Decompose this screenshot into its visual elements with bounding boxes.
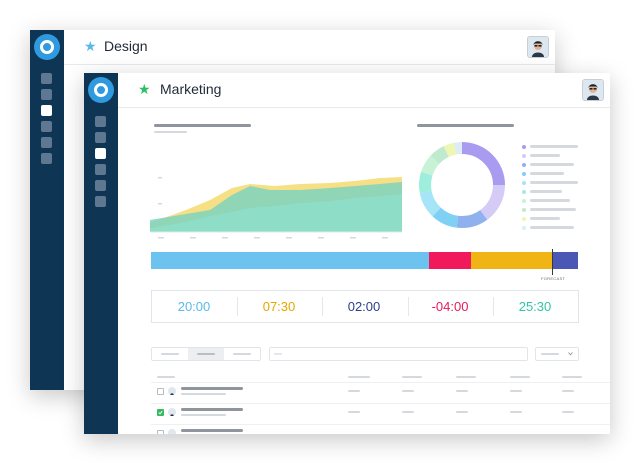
window-title: Design <box>104 38 148 54</box>
legend-dot <box>522 163 526 167</box>
legend-label <box>530 163 574 166</box>
legend-label <box>530 181 578 184</box>
star-icon[interactable]: ★ <box>84 38 97 54</box>
window-header: ★ Marketing <box>118 73 610 108</box>
donut-title-placeholder <box>417 124 514 127</box>
donut-slice <box>419 171 433 194</box>
row-divider <box>151 424 610 425</box>
timezone-value: 25:30 <box>518 299 552 314</box>
row-checkbox[interactable] <box>157 409 164 416</box>
legend-label <box>530 172 564 175</box>
sidebar-item[interactable] <box>95 180 106 191</box>
user-avatar-icon[interactable] <box>582 79 604 101</box>
legend-dot <box>522 181 526 185</box>
row-subtitle <box>181 414 226 416</box>
legend-dot <box>522 172 526 176</box>
sidebar <box>84 73 118 434</box>
legend-dot <box>522 154 526 158</box>
row-title <box>181 408 243 411</box>
chart-subtitle-placeholder <box>154 131 187 133</box>
marketing-window: ★ Marketing <box>84 73 610 434</box>
sidebar-item[interactable] <box>41 121 52 132</box>
search-input[interactable] <box>269 347 528 361</box>
chevron-down-icon <box>568 352 573 356</box>
view-toggle-group <box>151 347 261 361</box>
donut-slice <box>461 142 505 186</box>
sidebar-item[interactable] <box>95 132 106 143</box>
view-toggle-option[interactable] <box>152 348 188 360</box>
progress-segment-pink <box>428 252 472 269</box>
progress-segment-blue <box>151 252 429 269</box>
donut-slice <box>443 142 457 158</box>
window-header: ★ Design <box>64 30 555 65</box>
legend-dot <box>522 208 526 212</box>
donut-slice <box>479 184 505 220</box>
timezone-panel: 20:00 07:30 02:00 -04:00 25:30 <box>151 290 579 323</box>
sidebar-item-active[interactable] <box>41 105 52 116</box>
legend-label <box>530 154 560 157</box>
sidebar <box>30 30 64 390</box>
legend-label <box>530 226 574 229</box>
row-title <box>181 387 243 390</box>
sidebar-item[interactable] <box>95 196 106 207</box>
donut-slice <box>453 142 463 155</box>
donut-slice <box>421 155 440 176</box>
sidebar-item[interactable] <box>95 164 106 175</box>
user-avatar-icon[interactable] <box>527 36 549 58</box>
legend-label <box>530 208 576 211</box>
legend-dot <box>522 199 526 203</box>
avatar <box>168 429 176 434</box>
legend-dot <box>522 217 526 221</box>
forecast-label: FORECAST <box>541 276 566 281</box>
legend-dot <box>522 145 526 149</box>
row-checkbox[interactable] <box>157 430 164 434</box>
ring-logo-icon[interactable] <box>88 77 114 103</box>
sidebar-item[interactable] <box>41 73 52 84</box>
legend-dot <box>522 190 526 194</box>
timezone-value: 02:00 <box>347 299 381 314</box>
donut-chart <box>419 142 505 228</box>
stacked-progress-bar <box>151 252 578 269</box>
view-toggle-option[interactable] <box>224 348 260 360</box>
legend-label <box>530 190 562 193</box>
row-checkbox[interactable] <box>157 388 164 395</box>
sidebar-item[interactable] <box>41 137 52 148</box>
donut-slice <box>456 209 488 228</box>
area-series-mint <box>150 194 402 232</box>
filter-dropdown[interactable] <box>535 347 579 361</box>
legend-dot <box>522 226 526 230</box>
row-subtitle <box>181 393 226 395</box>
row-divider <box>151 403 610 404</box>
progress-segment-navy <box>552 252 578 269</box>
timezone-value: 07:30 <box>262 299 296 314</box>
avatar <box>168 387 176 395</box>
row-title <box>181 429 243 432</box>
donut-slice <box>432 207 459 228</box>
sidebar-item-active[interactable] <box>95 148 106 159</box>
sidebar-item[interactable] <box>41 89 52 100</box>
timezone-value: -04:00 <box>431 299 469 314</box>
area-chart <box>150 177 402 239</box>
legend-label <box>530 217 560 220</box>
view-toggle-option-active[interactable] <box>188 348 224 360</box>
timezone-value: 20:00 <box>177 299 211 314</box>
ring-logo-icon[interactable] <box>34 34 60 60</box>
sidebar-item[interactable] <box>41 153 52 164</box>
chart-title-placeholder <box>154 124 251 127</box>
window-title: Marketing <box>160 81 222 97</box>
star-icon[interactable]: ★ <box>138 81 151 97</box>
forecast-marker <box>552 249 553 275</box>
avatar <box>168 408 176 416</box>
progress-segment-yellow <box>471 252 553 269</box>
row-divider <box>151 382 610 383</box>
legend-label <box>530 145 578 148</box>
donut-slice <box>430 146 450 164</box>
sidebar-item[interactable] <box>95 116 106 127</box>
donut-slice <box>419 190 442 217</box>
legend-label <box>530 199 570 202</box>
